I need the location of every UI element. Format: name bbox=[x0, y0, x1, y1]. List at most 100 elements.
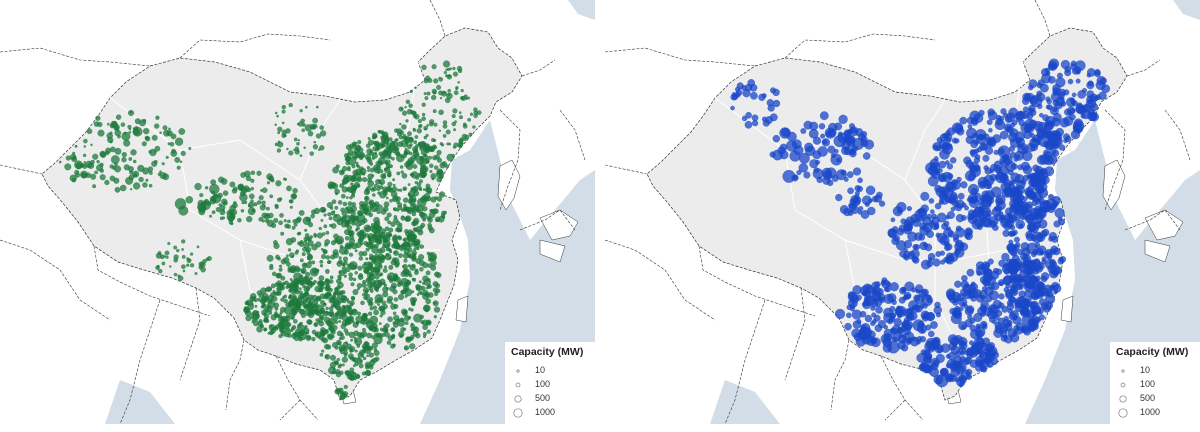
plant-marker bbox=[798, 152, 810, 164]
plant-marker bbox=[1023, 327, 1032, 336]
province-border bbox=[179, 149, 301, 261]
plant-marker bbox=[1010, 200, 1023, 213]
plant-marker bbox=[890, 217, 896, 223]
plant-marker bbox=[352, 277, 357, 282]
country-border bbox=[884, 399, 906, 421]
plant-marker bbox=[423, 92, 427, 96]
plant-marker bbox=[328, 216, 333, 221]
plant-marker bbox=[989, 316, 995, 323]
plant-marker bbox=[1070, 129, 1081, 140]
plant-marker bbox=[342, 166, 348, 172]
plant-marker bbox=[129, 170, 134, 175]
plant-marker bbox=[364, 153, 371, 161]
plant-marker bbox=[1064, 108, 1072, 116]
country-border bbox=[724, 299, 766, 424]
plant-marker bbox=[311, 260, 316, 265]
plant-marker bbox=[345, 236, 350, 241]
plant-marker bbox=[827, 145, 836, 154]
plant-marker bbox=[148, 183, 153, 188]
plant-marker bbox=[125, 176, 134, 185]
plant-marker bbox=[920, 310, 930, 320]
plant-marker bbox=[105, 150, 110, 156]
plant-marker bbox=[1071, 92, 1077, 98]
plant-marker bbox=[401, 124, 407, 130]
plant-marker bbox=[1003, 287, 1009, 293]
plant-marker bbox=[473, 107, 478, 112]
plant-marker bbox=[1044, 67, 1050, 74]
plant-marker bbox=[147, 166, 154, 172]
plant-marker bbox=[394, 146, 400, 152]
plant-marker bbox=[905, 340, 911, 346]
plant-marker bbox=[128, 130, 132, 134]
plant-marker bbox=[430, 173, 437, 180]
plant-marker bbox=[402, 186, 407, 191]
plant-marker bbox=[997, 317, 1006, 326]
plant-marker bbox=[371, 174, 375, 178]
country-border bbox=[0, 164, 43, 175]
plant-marker bbox=[358, 256, 364, 261]
plant-marker bbox=[770, 87, 776, 94]
plant-marker bbox=[336, 238, 343, 245]
plant-marker bbox=[386, 185, 392, 191]
plant-marker bbox=[382, 206, 389, 212]
plant-marker bbox=[410, 327, 415, 332]
plant-marker bbox=[194, 182, 202, 191]
plant-marker bbox=[372, 357, 378, 363]
plant-marker bbox=[767, 104, 775, 112]
plant-marker bbox=[854, 190, 860, 196]
plant-marker bbox=[735, 89, 743, 96]
plant-marker bbox=[439, 96, 443, 100]
plant-marker bbox=[346, 174, 354, 182]
plant-marker bbox=[906, 206, 912, 212]
plant-marker bbox=[965, 373, 972, 380]
plant-marker bbox=[361, 354, 365, 358]
plant-marker bbox=[173, 272, 178, 277]
plant-marker bbox=[290, 286, 296, 292]
plant-marker bbox=[346, 343, 352, 349]
plant-marker bbox=[991, 351, 999, 359]
plant-marker bbox=[347, 310, 352, 315]
plant-marker bbox=[426, 91, 431, 96]
plant-marker bbox=[383, 201, 390, 208]
plant-marker bbox=[911, 256, 918, 263]
plant-marker bbox=[179, 160, 183, 163]
plant-marker bbox=[1026, 266, 1031, 271]
plant-marker bbox=[803, 171, 811, 179]
plant-marker bbox=[922, 216, 932, 226]
plant-marker bbox=[410, 322, 414, 326]
plant-marker bbox=[392, 183, 396, 187]
plant-marker bbox=[840, 169, 847, 176]
plant-marker bbox=[251, 319, 255, 324]
plant-marker bbox=[330, 210, 336, 216]
plant-marker bbox=[442, 120, 448, 125]
plant-marker bbox=[453, 128, 457, 132]
plant-marker bbox=[351, 209, 355, 213]
plant-marker bbox=[297, 231, 302, 236]
plant-marker bbox=[1050, 92, 1061, 102]
plant-marker bbox=[902, 296, 908, 301]
plant-marker bbox=[421, 112, 426, 117]
plant-marker bbox=[473, 113, 478, 119]
plant-marker bbox=[943, 240, 950, 247]
plant-marker bbox=[161, 261, 166, 266]
plant-marker bbox=[393, 251, 397, 254]
plant-marker bbox=[277, 313, 282, 318]
plant-marker bbox=[384, 216, 390, 222]
plant-marker bbox=[365, 257, 369, 261]
plant-marker bbox=[90, 143, 93, 147]
plant-marker bbox=[371, 323, 378, 329]
plant-marker bbox=[341, 363, 345, 367]
country-border bbox=[119, 299, 161, 424]
plant-marker bbox=[141, 141, 147, 147]
plant-marker bbox=[824, 127, 836, 139]
plant-marker bbox=[414, 86, 417, 90]
plant-marker bbox=[291, 333, 297, 339]
plant-marker bbox=[281, 121, 285, 125]
plant-marker bbox=[1008, 239, 1014, 245]
plant-marker bbox=[254, 299, 258, 303]
plant-marker bbox=[1046, 98, 1052, 105]
plant-marker bbox=[409, 336, 414, 341]
plant-marker bbox=[896, 305, 901, 311]
plant-marker bbox=[973, 113, 984, 123]
plant-marker bbox=[337, 314, 343, 320]
